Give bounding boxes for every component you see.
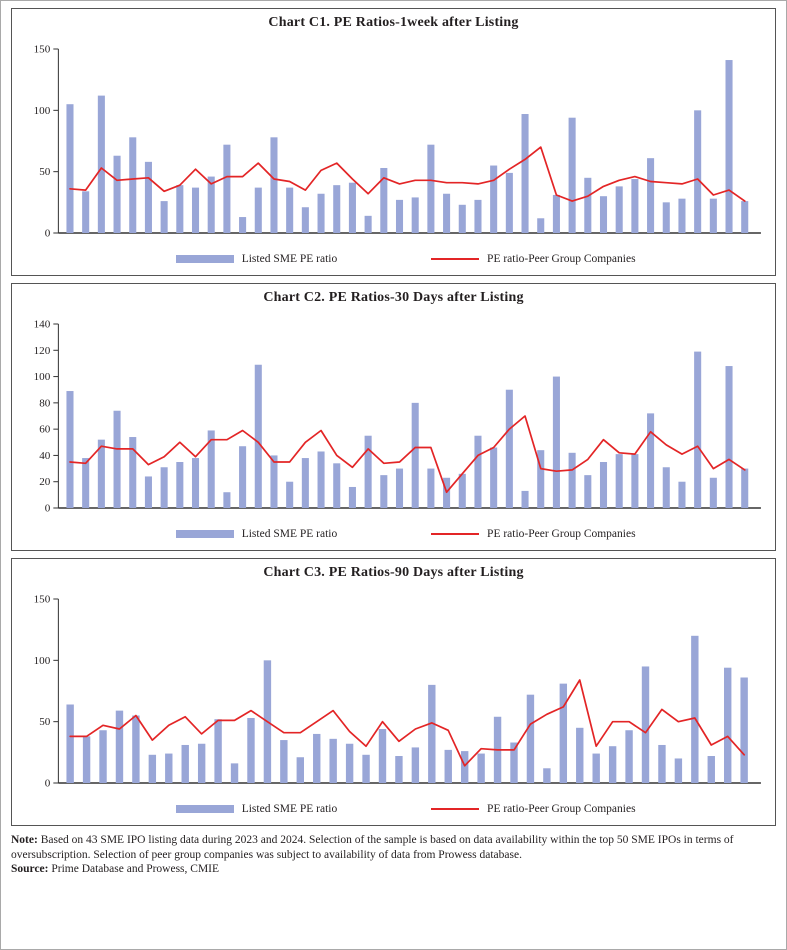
svg-text:0: 0 (45, 503, 51, 515)
svg-text:50: 50 (39, 166, 51, 178)
chart-title: Chart C2. PE Ratios-30 Days after Listin… (263, 290, 524, 305)
svg-text:150: 150 (34, 594, 51, 606)
legend-item-bars: Listed SME PE ratio (175, 528, 338, 540)
chart-panel-c3: Chart C3. PE Ratios-90 Days after Listin… (11, 558, 776, 826)
chart-plot-area: 0 20 40 60 80 100 120 140 (18, 312, 769, 524)
svg-text:140: 140 (34, 319, 51, 331)
svg-text:0: 0 (45, 778, 51, 790)
chart-panel-c1: Chart C1. PE Ratios-1week after Listing … (11, 8, 776, 276)
line-swatch-icon (431, 533, 480, 535)
svg-text:150: 150 (34, 44, 51, 56)
svg-text:40: 40 (39, 450, 51, 462)
source-label: Source: (11, 863, 49, 876)
note-line: Note: Based on 43 SME IPO listing data d… (11, 833, 776, 862)
legend-label-line: PE ratio-Peer Group Companies (487, 253, 636, 265)
legend-label-bars: Listed SME PE ratio (241, 803, 338, 815)
svg-text:60: 60 (39, 424, 51, 436)
svg-text:80: 80 (39, 397, 51, 409)
bar-swatch-icon (175, 805, 234, 813)
legend-label-bars: Listed SME PE ratio (241, 253, 338, 265)
chart-panel-c2: Chart C2. PE Ratios-30 Days after Listin… (11, 283, 776, 551)
figure-note: Note: Based on 43 SME IPO listing data d… (11, 833, 776, 877)
legend-label-bars: Listed SME PE ratio (241, 528, 338, 540)
bar-swatch-icon (175, 530, 234, 538)
legend-label-line: PE ratio-Peer Group Companies (487, 803, 636, 815)
legend: Listed SME PE ratio PE ratio-Peer Group … (18, 249, 769, 275)
legend: Listed SME PE ratio PE ratio-Peer Group … (18, 524, 769, 550)
svg-text:50: 50 (39, 716, 51, 728)
note-text: Based on 43 SME IPO listing data during … (11, 834, 734, 861)
chart-title: Chart C3. PE Ratios-90 Days after Listin… (263, 565, 524, 580)
chart-plot: 0 20 40 60 80 100 120 140 (34, 319, 761, 515)
chart-title: Chart C1. PE Ratios-1week after Listing (268, 15, 519, 30)
svg-text:100: 100 (34, 105, 51, 117)
chart-plot-area: 0 50 100 150 (18, 37, 769, 249)
line-swatch-icon (431, 808, 480, 810)
note-label: Note: (11, 834, 38, 846)
line-swatch-icon (431, 258, 480, 260)
legend: Listed SME PE ratio PE ratio-Peer Group … (18, 799, 769, 825)
svg-text:20: 20 (39, 476, 51, 488)
legend-label-line: PE ratio-Peer Group Companies (487, 528, 636, 540)
svg-text:0: 0 (45, 228, 51, 240)
bar-swatch-icon (175, 255, 234, 263)
svg-text:100: 100 (34, 655, 51, 667)
legend-item-bars: Listed SME PE ratio (175, 253, 338, 265)
chart-plot: 0 50 100 150 (34, 594, 761, 790)
legend-item-line: PE ratio-Peer Group Companies (431, 253, 636, 265)
svg-text:120: 120 (34, 345, 51, 357)
source-text: Prime Database and Prowess, CMIE (48, 863, 220, 876)
source-line: Source: Prime Database and Prowess, CMIE (11, 862, 776, 877)
legend-item-line: PE ratio-Peer Group Companies (431, 803, 636, 815)
chart-plot-area: 0 50 100 150 (18, 587, 769, 799)
legend-item-line: PE ratio-Peer Group Companies (431, 528, 636, 540)
svg-text:100: 100 (34, 371, 51, 383)
legend-item-bars: Listed SME PE ratio (175, 803, 338, 815)
chart-plot: 0 50 100 150 (34, 44, 761, 240)
